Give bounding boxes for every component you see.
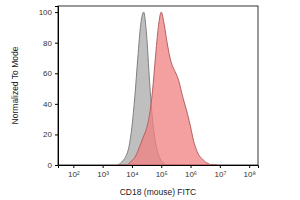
x-tick-label: 10⁸ [244,170,256,179]
x-tick-mark [161,165,162,168]
y-axis: 0 20 40 60 80 100 [39,7,59,171]
y-tick: 0 [48,161,58,170]
plot-area [117,12,217,165]
y-tick-label: 20 [43,130,52,139]
chart: 10² 10³ 10⁴ 10⁵ 10⁶ 10⁷ 10⁸ 0 20 40 60 80 100 CD18 (m… [0,0,300,200]
x-tick: 10⁵ [156,165,168,179]
y-tick-label: 80 [43,39,52,48]
x-tick: 10⁷ [214,165,226,179]
y-tick-mark [55,73,58,74]
x-tick-mark [103,165,104,168]
y-tick-mark [55,134,58,135]
x-tick-mark [132,165,133,168]
y-tick-label: 40 [43,100,52,109]
y-tick-label: 0 [48,161,53,170]
x-tick: 10³ [97,165,109,179]
y-tick: 60 [43,69,58,78]
x-tick-label: 10⁶ [185,170,197,179]
x-tick: 10² [68,165,80,179]
y-tick: 100 [39,8,58,17]
x-tick-label: 10⁷ [214,170,226,179]
x-tick-mark [73,165,74,168]
x-tick-mark [220,165,221,168]
y-tick: 20 [43,130,58,139]
x-tick: 10⁶ [185,165,197,179]
y-axis-title: Normalized To Mode [10,46,20,124]
x-tick-mark [249,165,250,168]
y-tick-mark [55,104,58,105]
y-tick-mark [55,165,58,166]
x-axis: 10² 10³ 10⁴ 10⁵ 10⁶ 10⁷ 10⁸ [59,165,259,179]
y-tick: 80 [43,39,58,48]
x-tick: 10⁴ [126,165,139,179]
x-tick-label: 10² [68,170,80,179]
histogram-area [117,12,217,165]
x-tick-label: 10⁵ [156,170,168,179]
x-tick-label: 10⁴ [126,170,139,179]
y-tick-label: 60 [43,69,52,78]
x-axis-line [59,166,259,169]
y-tick: 40 [43,100,58,109]
plot-frame [58,6,258,165]
histogram-area [117,12,217,165]
x-tick-label: 10³ [97,170,109,179]
y-axis-line [55,7,59,166]
x-tick: 10⁸ [244,165,256,179]
y-tick-mark [55,12,58,13]
x-axis-title: CD18 (mouse) FITC [120,187,197,197]
y-tick-mark [55,43,58,44]
x-tick-mark [191,165,192,168]
y-tick-label: 100 [39,8,53,17]
